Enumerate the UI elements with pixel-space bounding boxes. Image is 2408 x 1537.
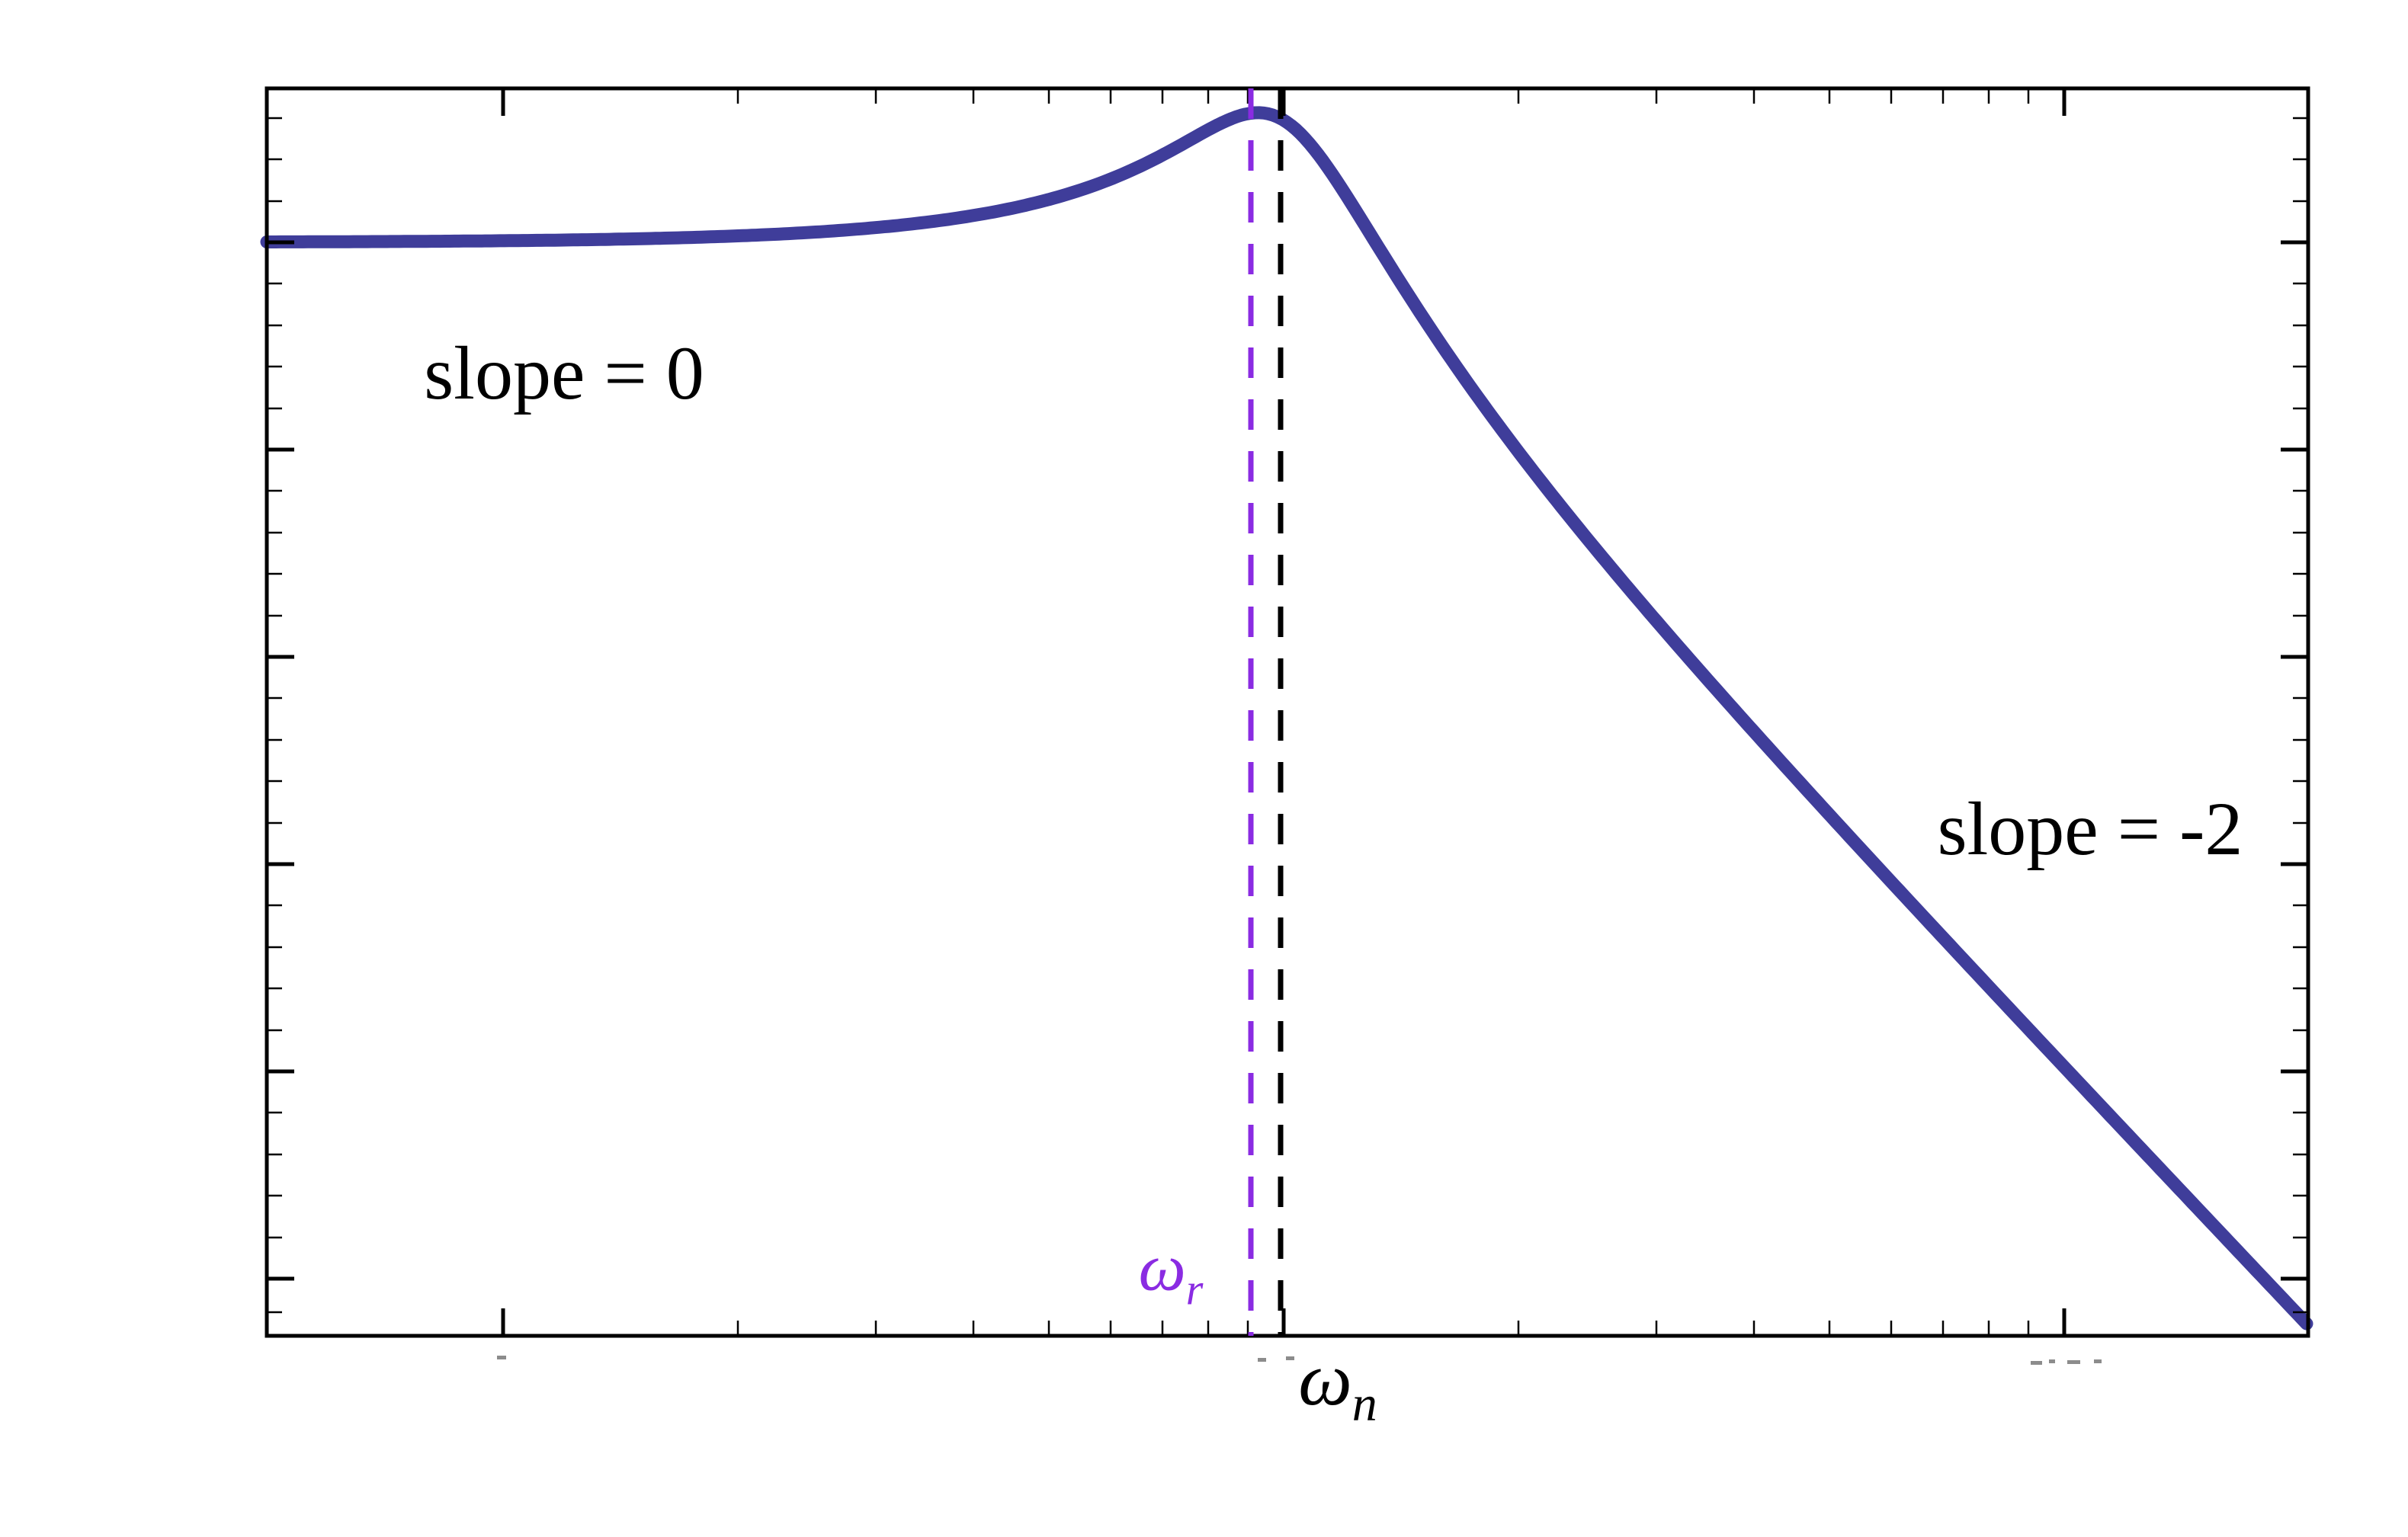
plot-frame bbox=[265, 86, 2310, 1338]
omega-n-label: ωn bbox=[1298, 1340, 1377, 1433]
omega-n-subscript: n bbox=[1351, 1376, 1377, 1433]
slope-zero-label: slope = 0 bbox=[424, 331, 704, 415]
omega-r-symbol: ω bbox=[1138, 1231, 1186, 1305]
omega-n-symbol: ω bbox=[1298, 1336, 1352, 1421]
response-curve bbox=[260, 106, 2313, 1330]
omega-r-label: ωr bbox=[1139, 1234, 1204, 1314]
cropped-tick-label-fragment bbox=[497, 1356, 506, 1359]
cropped-tick-label-fragment bbox=[1258, 1358, 1266, 1362]
slope-minus-two-label: slope = -2 bbox=[1937, 786, 2243, 871]
cropped-tick-label-fragment bbox=[2094, 1359, 2102, 1363]
cropped-tick-label-fragment bbox=[2049, 1359, 2055, 1363]
cropped-tick-label-fragment bbox=[1286, 1356, 1294, 1360]
cropped-tick-label-fragment bbox=[2067, 1360, 2080, 1364]
cropped-tick-label-fragment bbox=[2031, 1361, 2042, 1365]
omega-r-subscript: r bbox=[1185, 1264, 1204, 1314]
